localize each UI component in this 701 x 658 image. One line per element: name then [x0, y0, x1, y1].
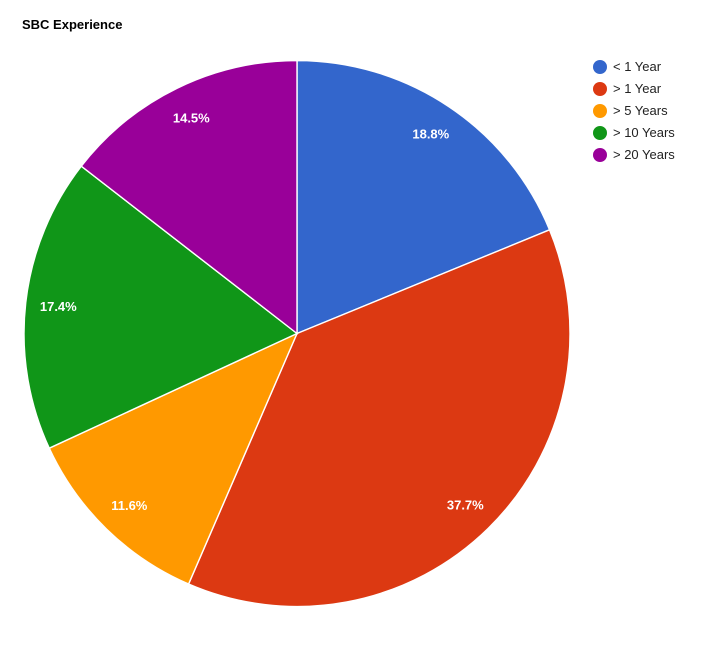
legend-item-gt-5-years[interactable]: > 5 Years: [593, 100, 675, 122]
legend-item-gt-20-years[interactable]: > 20 Years: [593, 144, 675, 166]
legend-label: < 1 Year: [613, 59, 662, 74]
legend-swatch-icon: [593, 60, 607, 74]
pie-slice-1-year[interactable]: [187, 228, 571, 608]
legend-swatch-icon: [593, 104, 607, 118]
legend-swatch-icon: [593, 148, 607, 162]
legend-label: > 5 Years: [613, 103, 668, 118]
pie-slice-5-years[interactable]: [48, 332, 299, 585]
chart-title: SBC Experience: [22, 17, 123, 32]
legend-label: > 20 Years: [613, 147, 675, 162]
legend-item-gt-1-year[interactable]: > 1 Year: [593, 78, 675, 100]
legend-label: > 10 Years: [613, 125, 675, 140]
legend: < 1 Year > 1 Year > 5 Years > 10 Years >…: [593, 56, 675, 166]
pie-slice-1-year[interactable]: [296, 59, 551, 335]
legend-label: > 1 Year: [613, 81, 662, 96]
pie-slice-10-years[interactable]: [23, 165, 299, 450]
legend-item-gt-10-years[interactable]: > 10 Years: [593, 122, 675, 144]
legend-swatch-icon: [593, 82, 607, 96]
legend-swatch-icon: [593, 126, 607, 140]
legend-item-lt-1-year[interactable]: < 1 Year: [593, 56, 675, 78]
pie-slice-20-years[interactable]: [80, 59, 298, 335]
